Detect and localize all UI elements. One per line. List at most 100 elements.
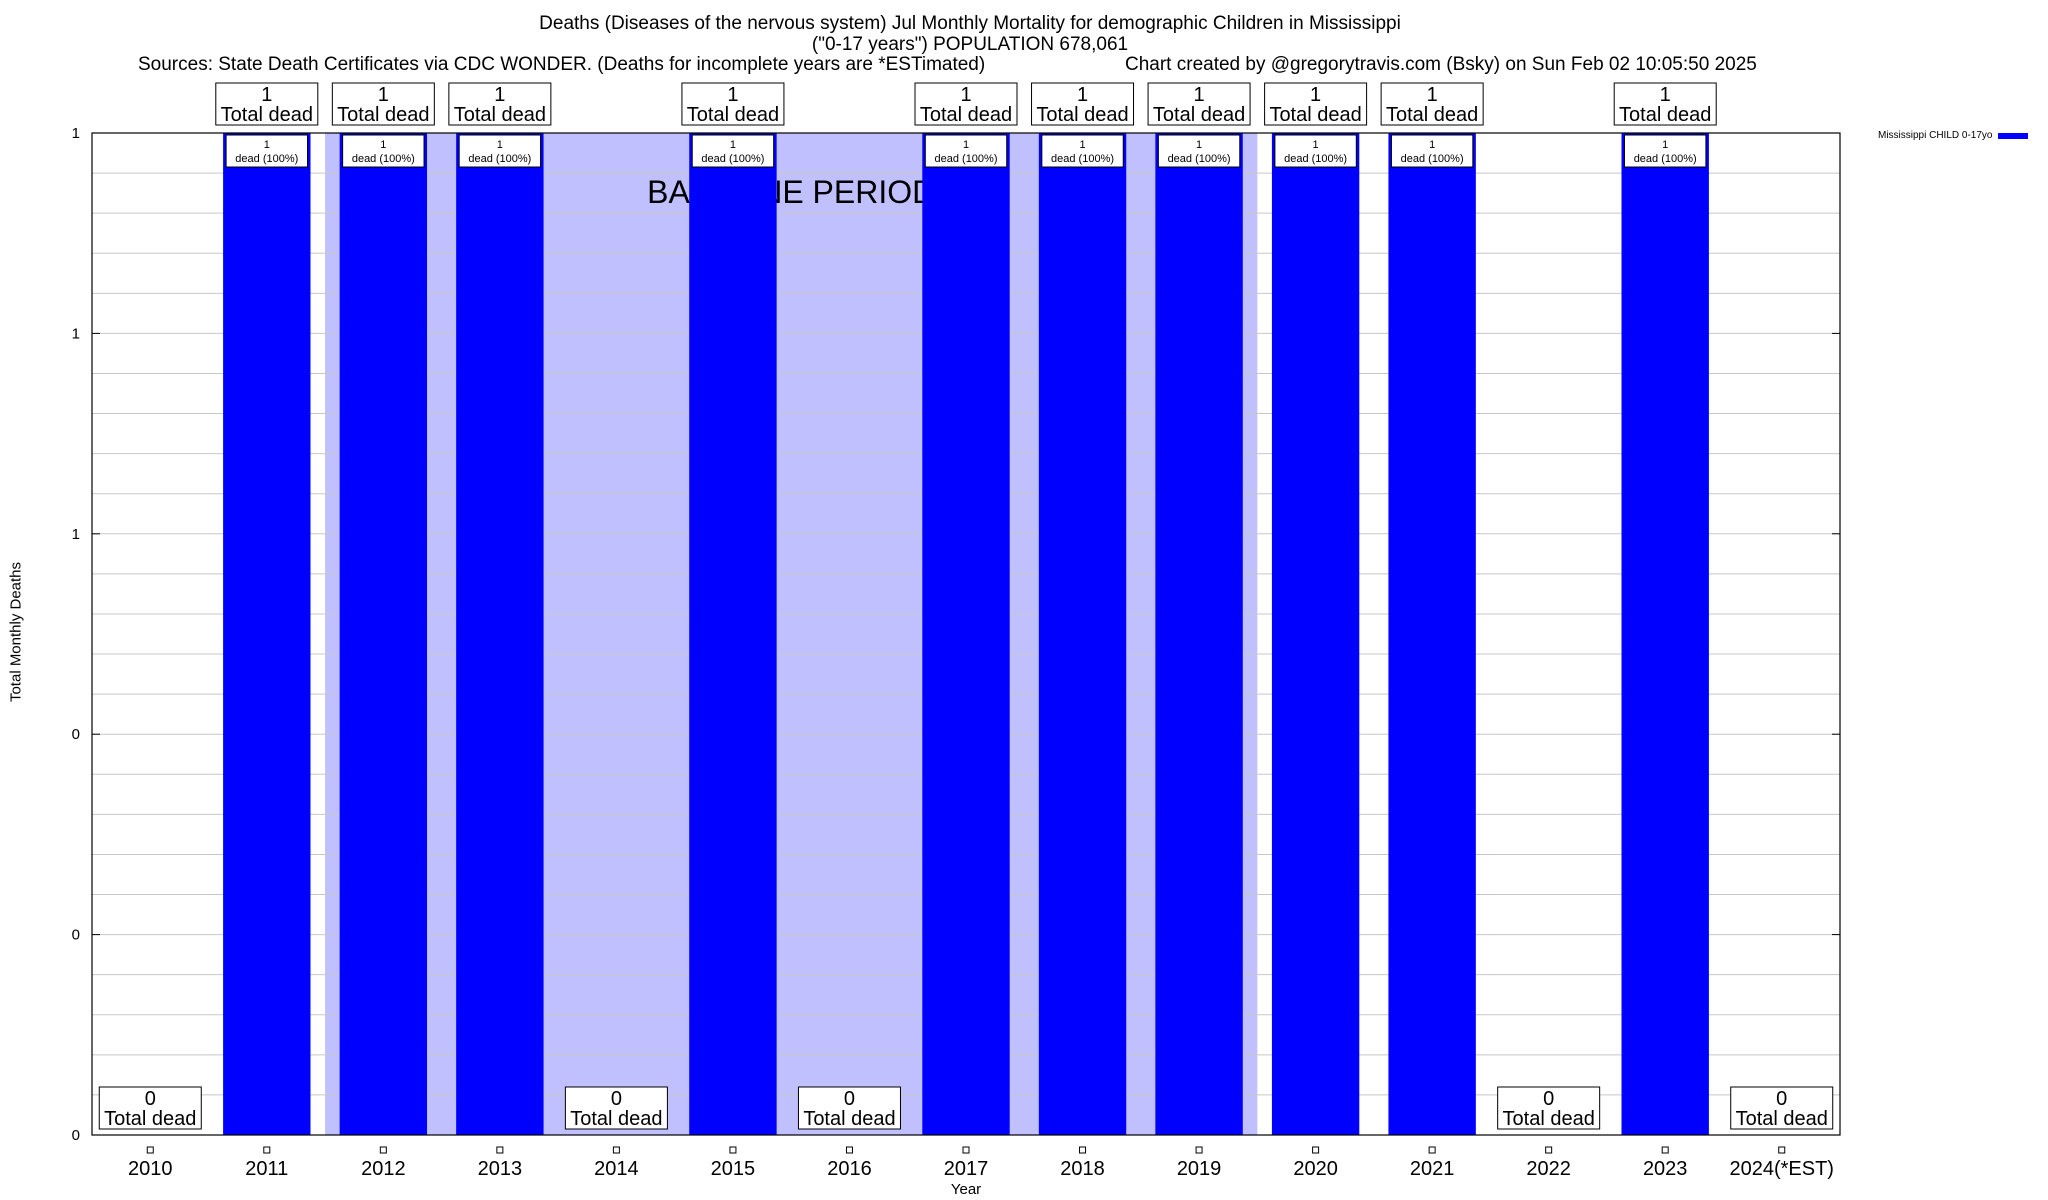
bar-inner-label-box	[1390, 134, 1474, 168]
bar-inner-label: dead (100%)	[935, 153, 998, 165]
total-label-box	[98, 1086, 202, 1130]
total-label: Total dead	[570, 1108, 662, 1130]
bar-inner-label-box	[1274, 134, 1357, 168]
bar-inner-value: 1	[1196, 139, 1202, 151]
bar-inner-label-box	[924, 134, 1008, 168]
y-tick-label: 0	[72, 1127, 80, 1144]
x-tick-label: 2016	[827, 1158, 872, 1180]
total-label: Total dead	[1386, 104, 1478, 126]
total-label: Total dead	[920, 104, 1012, 126]
y-tick-label: 1	[72, 325, 80, 342]
bar-inner-label: dead (100%)	[352, 153, 415, 165]
bar	[339, 133, 428, 1135]
x-tick-marker	[496, 1146, 504, 1154]
legend-swatch	[1998, 132, 2029, 139]
x-axis-label: Year	[950, 1181, 982, 1198]
x-tick-marker	[1778, 1146, 1786, 1154]
total-label: Total dead	[1153, 104, 1245, 126]
x-tick-label: 2020	[1293, 1158, 1338, 1180]
total-label-box	[1730, 1086, 1834, 1130]
chart-subtitle: ("0-17 years") POPULATION 678,061	[811, 34, 1129, 55]
total-label-box	[331, 82, 435, 126]
total-label-box	[1613, 82, 1717, 126]
x-tick-marker	[729, 1146, 737, 1154]
x-tick-label: 2017	[944, 1158, 989, 1180]
total-value: 1	[1077, 84, 1088, 106]
total-label: Total dead	[1269, 104, 1361, 126]
y-tick-label: 1	[72, 526, 80, 543]
total-value: 1	[494, 84, 505, 106]
total-label: Total dead	[221, 104, 313, 126]
bar-inner-label: dead (100%)	[1051, 153, 1114, 165]
total-label: Total dead	[1619, 104, 1711, 126]
bar-inner-label-box	[691, 134, 775, 168]
bar-inner-label-box	[342, 134, 425, 168]
total-value: 0	[1543, 1088, 1554, 1110]
legend-label: Mississippi CHILD 0-17yo	[1878, 130, 1993, 141]
x-tick-label: 2021	[1410, 1158, 1455, 1180]
bar-inner-value: 1	[1079, 139, 1085, 151]
total-label-box	[215, 82, 319, 126]
bar-inner-value: 1	[1429, 139, 1435, 151]
x-tick-label: 2014	[594, 1158, 639, 1180]
total-label: Total dead	[1036, 104, 1128, 126]
total-value: 1	[378, 84, 389, 106]
total-label: Total dead	[337, 104, 429, 126]
total-label-box	[914, 82, 1018, 126]
total-value: 1	[1427, 84, 1438, 106]
total-label: Total dead	[104, 1108, 196, 1130]
total-value: 0	[844, 1088, 855, 1110]
total-label-box	[1264, 82, 1368, 126]
plot-frame	[91, 132, 1841, 1136]
bar	[223, 133, 311, 1135]
total-label-box	[448, 82, 552, 126]
total-label-box	[681, 82, 785, 126]
bar	[1038, 133, 1127, 1135]
chart-title: Deaths (Diseases of the nervous system) …	[539, 13, 1401, 34]
x-tick-label: 2010	[128, 1158, 173, 1180]
total-value: 0	[145, 1088, 156, 1110]
x-tick-marker	[263, 1146, 271, 1154]
x-tick-label: 2013	[478, 1158, 523, 1180]
x-tick-marker	[1661, 1146, 1669, 1154]
total-label-box	[1497, 1086, 1601, 1130]
total-value: 1	[960, 84, 971, 106]
x-tick-label: 2012	[361, 1158, 406, 1180]
bar	[922, 133, 1010, 1135]
x-tick-label: 2015	[711, 1158, 756, 1180]
x-tick-label: 2022	[1526, 1158, 1571, 1180]
x-tick-marker	[962, 1146, 970, 1154]
x-tick-marker	[1195, 1146, 1203, 1154]
bar-inner-label: dead (100%)	[468, 153, 531, 165]
y-tick-label: 0	[72, 927, 80, 944]
bar-inner-value: 1	[730, 139, 736, 151]
bar	[689, 133, 777, 1135]
bar-inner-value: 1	[497, 139, 503, 151]
chart-sources: Sources: State Death Certificates via CD…	[138, 54, 986, 75]
bar-inner-label-box	[1624, 134, 1707, 168]
x-tick-label: 2011	[245, 1158, 288, 1180]
y-tick-label: 0	[72, 726, 80, 743]
x-tick-marker	[379, 1146, 387, 1154]
bar	[1388, 133, 1476, 1135]
x-tick-marker	[612, 1146, 620, 1154]
x-tick-marker	[845, 1146, 853, 1154]
total-label: Total dead	[454, 104, 546, 126]
total-label-box	[797, 1086, 901, 1130]
total-label-box	[564, 1086, 668, 1130]
bar	[456, 133, 544, 1135]
x-tick-marker	[146, 1146, 154, 1154]
bar	[1155, 133, 1243, 1135]
bar-inner-value: 1	[380, 139, 386, 151]
total-label-box	[1380, 82, 1484, 126]
y-tick-label: 1	[72, 125, 80, 142]
total-value: 1	[261, 84, 272, 106]
chart-credit: Chart created by @gregorytravis.com (Bsk…	[1125, 54, 1757, 75]
bar-inner-label: dead (100%)	[1634, 153, 1697, 165]
total-label-box	[1147, 82, 1251, 126]
bar-inner-label: dead (100%)	[235, 153, 298, 165]
bar-inner-value: 1	[1662, 139, 1668, 151]
x-tick-marker	[1545, 1146, 1553, 1154]
x-tick-label: 2023	[1643, 1158, 1688, 1180]
